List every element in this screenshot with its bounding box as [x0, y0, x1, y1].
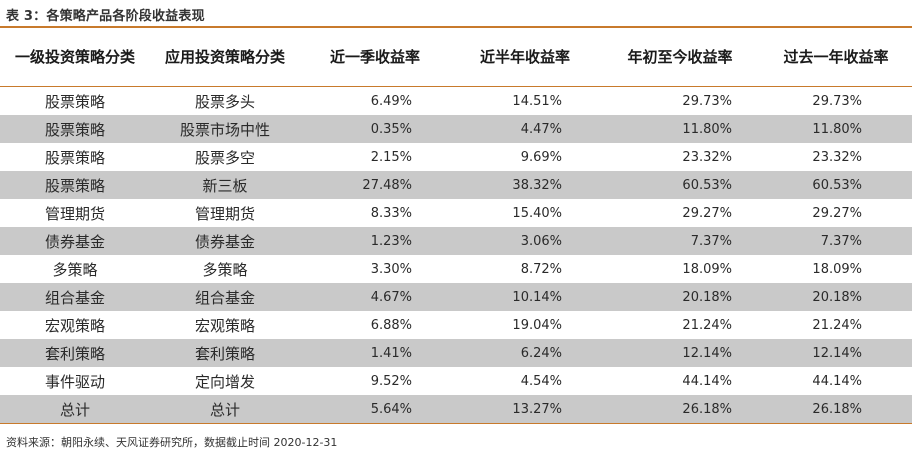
cell-applied-strategy: 股票多空	[194, 148, 255, 167]
cell-applied-strategy: 套利策略	[150, 339, 300, 367]
cell-applied-strategy: 定向增发	[194, 372, 255, 391]
cell-primary-strategy: 股票策略	[0, 171, 150, 199]
cell-primary-strategy: 股票策略	[44, 148, 105, 167]
table-body: 股票策略 股票多头 6.49% 14.51% 29.73% 29.73% 股票策略 股票市场中…	[0, 87, 912, 424]
strategy-returns-table: 一级投资策略分类 应用投资策略分类 近一季收益率 近半年收益率 年初至今收益率 …	[0, 28, 912, 424]
table-row: 总计 总计 5.64% 13.27% 26.18% 26.18%	[0, 395, 912, 424]
cell-one-year-return: 7.37%	[760, 227, 912, 255]
cell-ytd-return: 18.09%	[682, 261, 732, 277]
cell-applied-strategy: 管理期货	[194, 204, 255, 223]
cell-applied-strategy: 宏观策略	[194, 316, 255, 335]
table-row: 股票策略 股票多空 2.15% 9.69% 23.32% 23.32%	[0, 143, 912, 171]
cell-quarter-return: 9.52%	[370, 373, 412, 389]
cell-primary-strategy: 股票策略	[0, 115, 150, 143]
cell-one-year-return: 18.09%	[812, 261, 862, 277]
cell-half-year-return: 6.24%	[450, 339, 600, 367]
cell-applied-strategy: 组合基金	[150, 283, 300, 311]
header-half-year-return: 近半年收益率	[450, 28, 600, 87]
cell-applied-strategy: 新三板	[150, 171, 300, 199]
cell-applied-strategy: 多策略	[202, 260, 248, 279]
source-note: 资料来源：朝阳永续、天风证券研究所，数据截止时间 2020-12-31	[6, 436, 338, 449]
cell-applied-strategy: 股票市场中性	[150, 115, 300, 143]
header-applied-strategy: 应用投资策略分类	[150, 28, 300, 87]
cell-half-year-return: 13.27%	[450, 395, 600, 424]
cell-applied-strategy: 股票多头	[194, 92, 255, 111]
cell-quarter-return: 3.30%	[370, 261, 412, 277]
cell-primary-strategy: 组合基金	[0, 283, 150, 311]
cell-one-year-return: 29.73%	[812, 93, 862, 109]
cell-quarter-return: 4.67%	[300, 283, 450, 311]
cell-half-year-return: 4.47%	[450, 115, 600, 143]
cell-quarter-return: 6.88%	[370, 317, 412, 333]
cell-ytd-return: 44.14%	[682, 373, 732, 389]
cell-applied-strategy: 债券基金	[150, 227, 300, 255]
table-row: 事件驱动 定向增发 9.52% 4.54% 44.14% 44.14%	[0, 367, 912, 395]
cell-ytd-return: 29.27%	[682, 205, 732, 221]
cell-quarter-return: 1.23%	[300, 227, 450, 255]
cell-one-year-return: 26.18%	[760, 395, 912, 424]
table-row: 组合基金 组合基金 4.67% 10.14% 20.18% 20.18%	[0, 283, 912, 311]
cell-applied-strategy: 总计	[150, 395, 300, 424]
cell-half-year-return: 15.40%	[512, 205, 562, 221]
header-one-year-return: 过去一年收益率	[760, 28, 912, 87]
cell-primary-strategy: 总计	[0, 395, 150, 424]
cell-ytd-return: 60.53%	[600, 171, 760, 199]
table-row: 宏观策略 宏观策略 6.88% 19.04% 21.24% 21.24%	[0, 311, 912, 339]
cell-half-year-return: 4.54%	[520, 373, 562, 389]
cell-half-year-return: 3.06%	[450, 227, 600, 255]
table-row: 股票策略 股票多头 6.49% 14.51% 29.73% 29.73%	[0, 87, 912, 116]
cell-primary-strategy: 多策略	[52, 260, 98, 279]
cell-primary-strategy: 管理期货	[44, 204, 105, 223]
cell-quarter-return: 27.48%	[300, 171, 450, 199]
cell-ytd-return: 21.24%	[682, 317, 732, 333]
cell-one-year-return: 23.32%	[812, 149, 862, 165]
header-quarter-return: 近一季收益率	[300, 28, 450, 87]
table-row: 套利策略 套利策略 1.41% 6.24% 12.14% 12.14%	[0, 339, 912, 367]
table-row: 股票策略 新三板 27.48% 38.32% 60.53% 60.53%	[0, 171, 912, 199]
cell-one-year-return: 12.14%	[760, 339, 912, 367]
cell-half-year-return: 14.51%	[512, 93, 562, 109]
cell-ytd-return: 29.73%	[682, 93, 732, 109]
header-primary-strategy: 一级投资策略分类	[0, 28, 150, 87]
cell-one-year-return: 60.53%	[760, 171, 912, 199]
cell-primary-strategy: 债券基金	[0, 227, 150, 255]
cell-primary-strategy: 宏观策略	[44, 316, 105, 335]
cell-ytd-return: 7.37%	[600, 227, 760, 255]
cell-one-year-return: 29.27%	[812, 205, 862, 221]
cell-primary-strategy: 股票策略	[44, 92, 105, 111]
cell-quarter-return: 0.35%	[300, 115, 450, 143]
cell-ytd-return: 12.14%	[600, 339, 760, 367]
caption-divider	[0, 26, 912, 28]
cell-ytd-return: 26.18%	[600, 395, 760, 424]
cell-half-year-return: 9.69%	[520, 149, 562, 165]
cell-half-year-return: 19.04%	[512, 317, 562, 333]
cell-one-year-return: 44.14%	[812, 373, 862, 389]
table-row: 股票策略 股票市场中性 0.35% 4.47% 11.80% 11.80%	[0, 115, 912, 143]
cell-ytd-return: 11.80%	[600, 115, 760, 143]
cell-primary-strategy: 事件驱动	[44, 372, 105, 391]
header-row: 一级投资策略分类 应用投资策略分类 近一季收益率 近半年收益率 年初至今收益率 …	[0, 28, 912, 87]
cell-quarter-return: 6.49%	[370, 93, 412, 109]
cell-ytd-return: 20.18%	[600, 283, 760, 311]
cell-quarter-return: 2.15%	[370, 149, 412, 165]
table-caption: 表 3：各策略产品各阶段收益表现	[6, 9, 205, 24]
cell-one-year-return: 21.24%	[812, 317, 862, 333]
cell-quarter-return: 1.41%	[300, 339, 450, 367]
cell-primary-strategy: 套利策略	[0, 339, 150, 367]
cell-half-year-return: 8.72%	[520, 261, 562, 277]
cell-half-year-return: 10.14%	[450, 283, 600, 311]
cell-one-year-return: 11.80%	[760, 115, 912, 143]
table-row: 管理期货 管理期货 8.33% 15.40% 29.27% 29.27%	[0, 199, 912, 227]
cell-quarter-return: 8.33%	[370, 205, 412, 221]
header-ytd-return: 年初至今收益率	[600, 28, 760, 87]
table-row: 债券基金 债券基金 1.23% 3.06% 7.37% 7.37%	[0, 227, 912, 255]
cell-half-year-return: 38.32%	[450, 171, 600, 199]
cell-ytd-return: 23.32%	[682, 149, 732, 165]
cell-quarter-return: 5.64%	[300, 395, 450, 424]
cell-one-year-return: 20.18%	[760, 283, 912, 311]
table-row: 多策略 多策略 3.30% 8.72% 18.09% 18.09%	[0, 255, 912, 283]
